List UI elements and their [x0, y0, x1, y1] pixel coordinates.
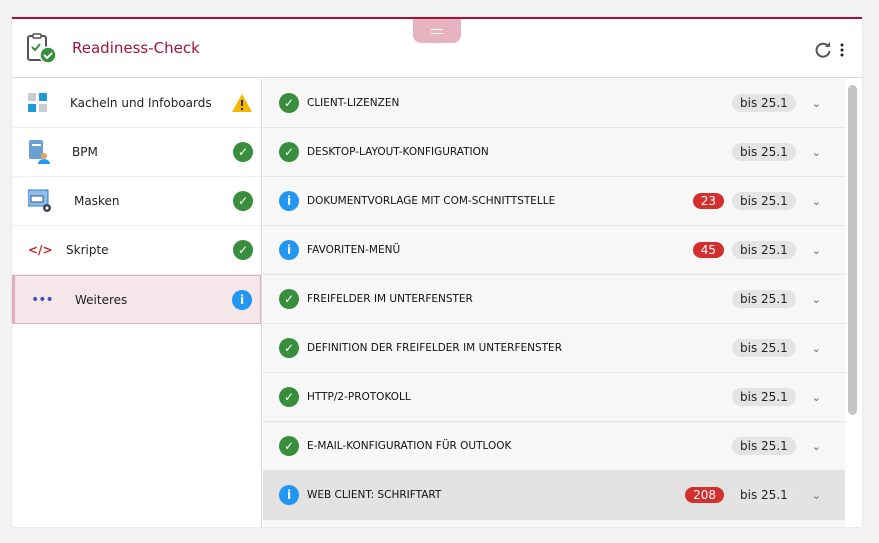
sidebar-item-bpm[interactable]: BPM ✓ [12, 128, 261, 177]
version-badge: bis 25.1 [732, 486, 796, 504]
check-label: CLIENT-LIZENZEN [307, 97, 400, 109]
version-badge: bis 25.1 [732, 143, 796, 161]
check-icon: ✓ [279, 436, 299, 456]
clipboard-check-icon [27, 33, 57, 64]
sidebar-item-label: Weiteres [75, 292, 128, 307]
warning-icon [232, 94, 252, 112]
check-row[interactable]: ✓ FREIFELDER IM UNTERFENSTER bis 25.1 ⌄ [263, 275, 845, 324]
info-icon: i [279, 485, 299, 505]
check-icon: ✓ [279, 142, 299, 162]
version-badge: bis 25.1 [732, 388, 796, 406]
bpm-icon [29, 140, 50, 164]
check-label: E-MAIL-KONFIGURATION FÜR OUTLOOK [307, 440, 512, 452]
check-icon: ✓ [279, 289, 299, 309]
check-icon: ✓ [279, 338, 299, 358]
refresh-icon[interactable] [814, 41, 832, 59]
issue-count-badge: 45 [692, 242, 725, 258]
sidebar-item-masken[interactable]: Masken ✓ [12, 177, 261, 226]
drag-handle[interactable] [413, 19, 461, 43]
info-icon: i [279, 240, 299, 260]
info-icon: i [279, 191, 299, 211]
sidebar-item-kacheln[interactable]: Kacheln und Infoboards [12, 79, 261, 128]
chevron-down-icon[interactable]: ⌄ [811, 194, 821, 208]
version-badge: bis 25.1 [732, 290, 796, 308]
chevron-down-icon[interactable]: ⌄ [811, 390, 821, 404]
chevron-down-icon[interactable]: ⌄ [811, 243, 821, 257]
check-label: FREIFELDER IM UNTERFENSTER [307, 293, 473, 305]
tiles-icon [28, 93, 47, 112]
check-icon: ✓ [233, 191, 253, 211]
page-title: Readiness-Check [72, 39, 200, 57]
check-icon: ✓ [233, 240, 253, 260]
check-label: FAVORITEN-MENÜ [307, 244, 401, 256]
check-row[interactable]: i WEB CLIENT: SCHRIFTART 208 bis 25.1 ⌄ [263, 471, 845, 520]
check-label: DESKTOP-LAYOUT-KONFIGURATION [307, 146, 489, 158]
check-label: HTTP/2-PROTOKOLL [307, 391, 411, 403]
chevron-down-icon[interactable]: ⌄ [811, 439, 821, 453]
info-icon: i [232, 290, 252, 310]
sidebar-item-skripte[interactable]: </> Skripte ✓ [12, 226, 261, 275]
check-row[interactable]: ✓ DESKTOP-LAYOUT-KONFIGURATION bis 25.1 … [263, 128, 845, 177]
check-row[interactable]: ✓ HTTP/2-PROTOKOLL bis 25.1 ⌄ [263, 373, 845, 422]
version-badge: bis 25.1 [732, 437, 796, 455]
chevron-down-icon[interactable]: ⌄ [811, 96, 821, 110]
chevron-down-icon[interactable]: ⌄ [811, 292, 821, 306]
version-badge: bis 25.1 [732, 192, 796, 210]
check-row[interactable]: ✓ DEFINITION DER FREIFELDER IM UNTERFENS… [263, 324, 845, 373]
version-badge: bis 25.1 [732, 94, 796, 112]
chevron-down-icon[interactable]: ⌄ [811, 341, 821, 355]
version-badge: bis 25.1 [732, 241, 796, 259]
readiness-check-panel: Readiness-Check Kacheln und Infoboards B… [12, 17, 862, 527]
check-row[interactable]: i DOKUMENTVORLAGE MIT COM-SCHNITTSTELLE … [263, 177, 845, 226]
sidebar-item-label: Masken [74, 194, 120, 208]
sidebar-item-weiteres[interactable]: ••• Weiteres i [12, 275, 261, 324]
chevron-down-icon[interactable]: ⌄ [811, 488, 821, 502]
check-label: DEFINITION DER FREIFELDER IM UNTERFENSTE… [307, 342, 562, 354]
mask-settings-icon [28, 189, 51, 212]
panel-header: Readiness-Check [12, 19, 862, 78]
check-row[interactable]: ✓ CLIENT-LIZENZEN bis 25.1 ⌄ [263, 79, 845, 128]
scrollbar[interactable] [848, 85, 857, 415]
check-icon: ✓ [233, 142, 253, 162]
sidebar-item-label: Skripte [66, 243, 109, 257]
sidebar-item-label: BPM [72, 145, 98, 159]
code-icon: </> [28, 243, 53, 257]
more-vert-icon[interactable] [840, 43, 844, 57]
check-row[interactable]: i FAVORITEN-MENÜ 45 bis 25.1 ⌄ [263, 226, 845, 275]
check-icon: ✓ [279, 93, 299, 113]
issue-count-badge: 208 [685, 487, 725, 503]
issue-count-badge: 23 [692, 193, 725, 209]
check-label: DOKUMENTVORLAGE MIT COM-SCHNITTSTELLE [307, 195, 556, 207]
check-icon: ✓ [279, 387, 299, 407]
sidebar-item-label: Kacheln und Infoboards [70, 96, 212, 110]
check-list: ✓ CLIENT-LIZENZEN bis 25.1 ⌄ ✓ DESKTOP-LA… [263, 79, 845, 527]
chevron-down-icon[interactable]: ⌄ [811, 145, 821, 159]
check-label: WEB CLIENT: SCHRIFTART [307, 489, 442, 501]
more-icon: ••• [31, 291, 54, 308]
check-row[interactable]: ✓ E-MAIL-KONFIGURATION FÜR OUTLOOK bis 2… [263, 422, 845, 471]
version-badge: bis 25.1 [732, 339, 796, 357]
category-sidebar: Kacheln und Infoboards BPM ✓ Masken ✓ </… [12, 79, 262, 527]
